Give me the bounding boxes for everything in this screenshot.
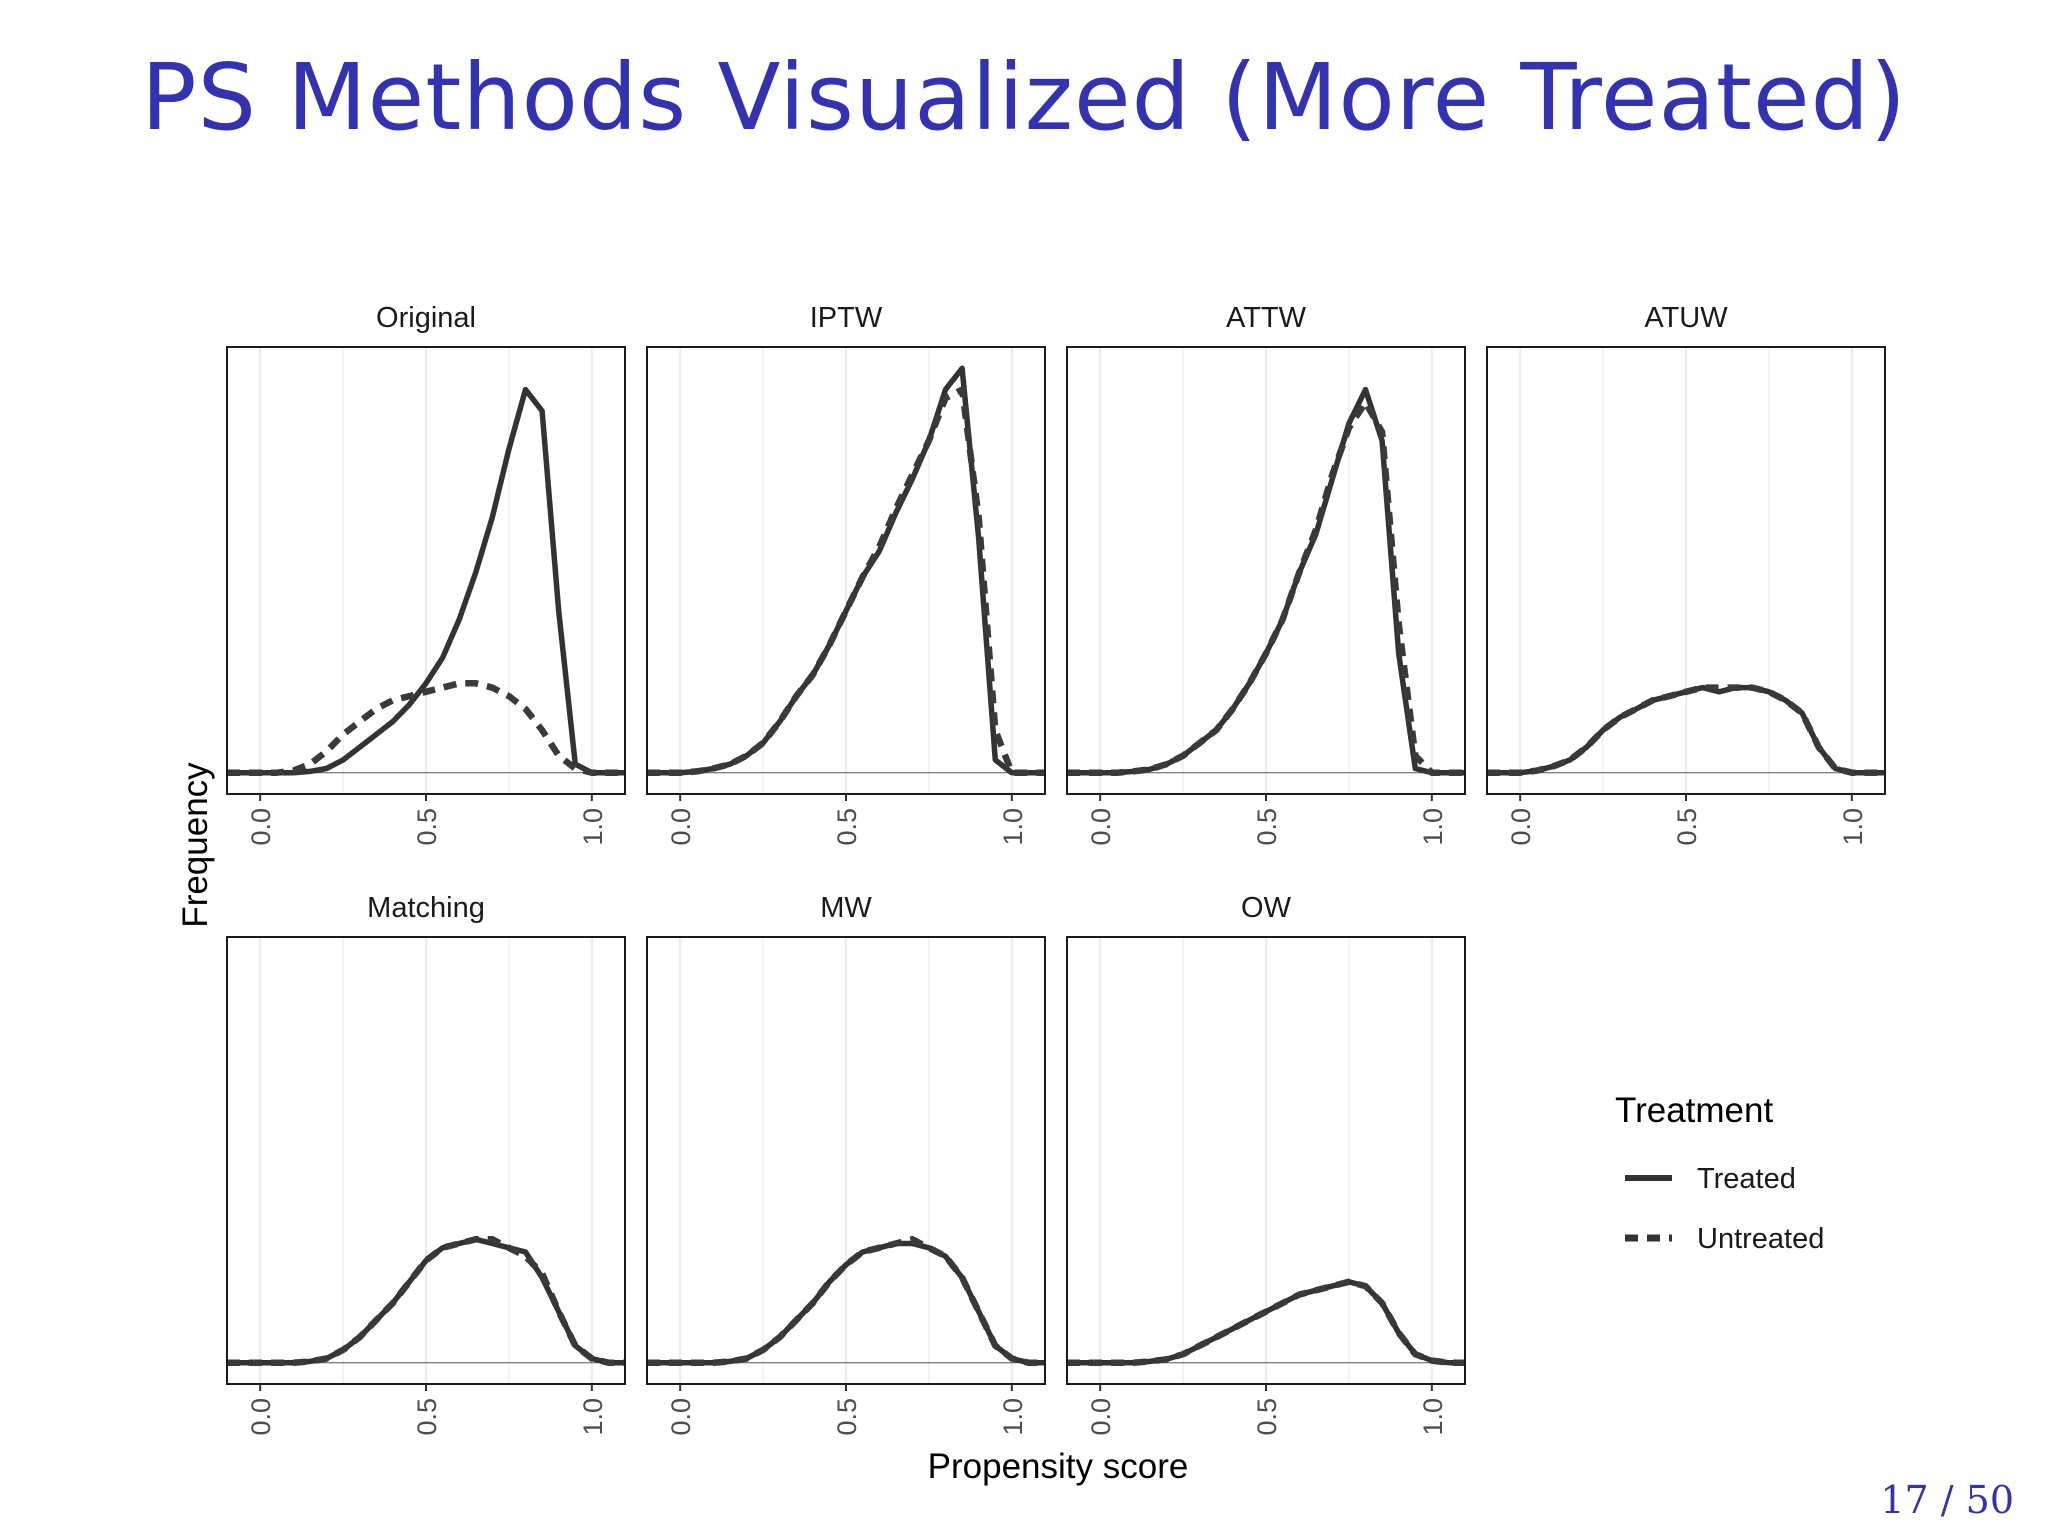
x-tick-label: 0.5 [832,808,862,846]
panel-title-iptw: IPTW [810,302,883,334]
page-number: 17 / 50 [1880,1478,2014,1522]
x-axis-label: Propensity score [928,1447,1189,1486]
x-tick-label: 0.5 [412,808,442,846]
x-tick-label: 0.5 [1252,1398,1282,1436]
x-tick-label: 0.0 [666,808,696,846]
x-tick-label: 0.5 [832,1398,862,1436]
iptw-untreated-line [647,386,1045,776]
x-tick-label: 1.0 [578,1398,608,1436]
x-tick-label: 1.0 [578,808,608,846]
x-tick-label: 0.0 [246,808,276,846]
x-tick-label: 1.0 [998,1398,1028,1436]
legend-label-treated: Treated [1697,1163,1796,1195]
x-tick-label: 0.0 [246,1398,276,1436]
x-tick-label: 1.0 [1838,808,1868,846]
y-axis-label: Frequency [176,762,215,928]
matching-untreated-line [227,1236,625,1366]
slide-title: PS Methods Visualized (More Treated) [141,44,1907,151]
panel-title-matching: Matching [367,892,485,924]
legend-label-untreated: Untreated [1697,1223,1824,1255]
x-tick-label: 0.0 [1086,1398,1116,1436]
x-tick-label: 1.0 [998,808,1028,846]
mw-untreated-line [647,1236,1045,1366]
attw-untreated-line [1067,399,1465,776]
atuw-untreated-line [1487,684,1885,776]
x-tick-label: 1.0 [1418,808,1448,846]
x-tick-label: 0.0 [1086,808,1116,846]
panel-title-atuw: ATUW [1644,302,1728,334]
panel-title-attw: ATTW [1226,302,1307,334]
panel-title-original: Original [376,302,476,334]
x-tick-label: 0.5 [1672,808,1702,846]
panel-title-ow: OW [1241,892,1292,924]
legend-title: Treatment [1615,1091,1773,1130]
x-tick-label: 0.0 [1506,808,1536,846]
x-tick-label: 0.5 [1252,808,1282,846]
x-tick-label: 0.5 [412,1398,442,1436]
ow-untreated-line [1067,1278,1465,1366]
original-untreated-line [227,680,625,776]
panel-title-mw: MW [820,892,872,924]
x-tick-label: 1.0 [1418,1398,1448,1436]
x-tick-label: 0.0 [666,1398,696,1436]
